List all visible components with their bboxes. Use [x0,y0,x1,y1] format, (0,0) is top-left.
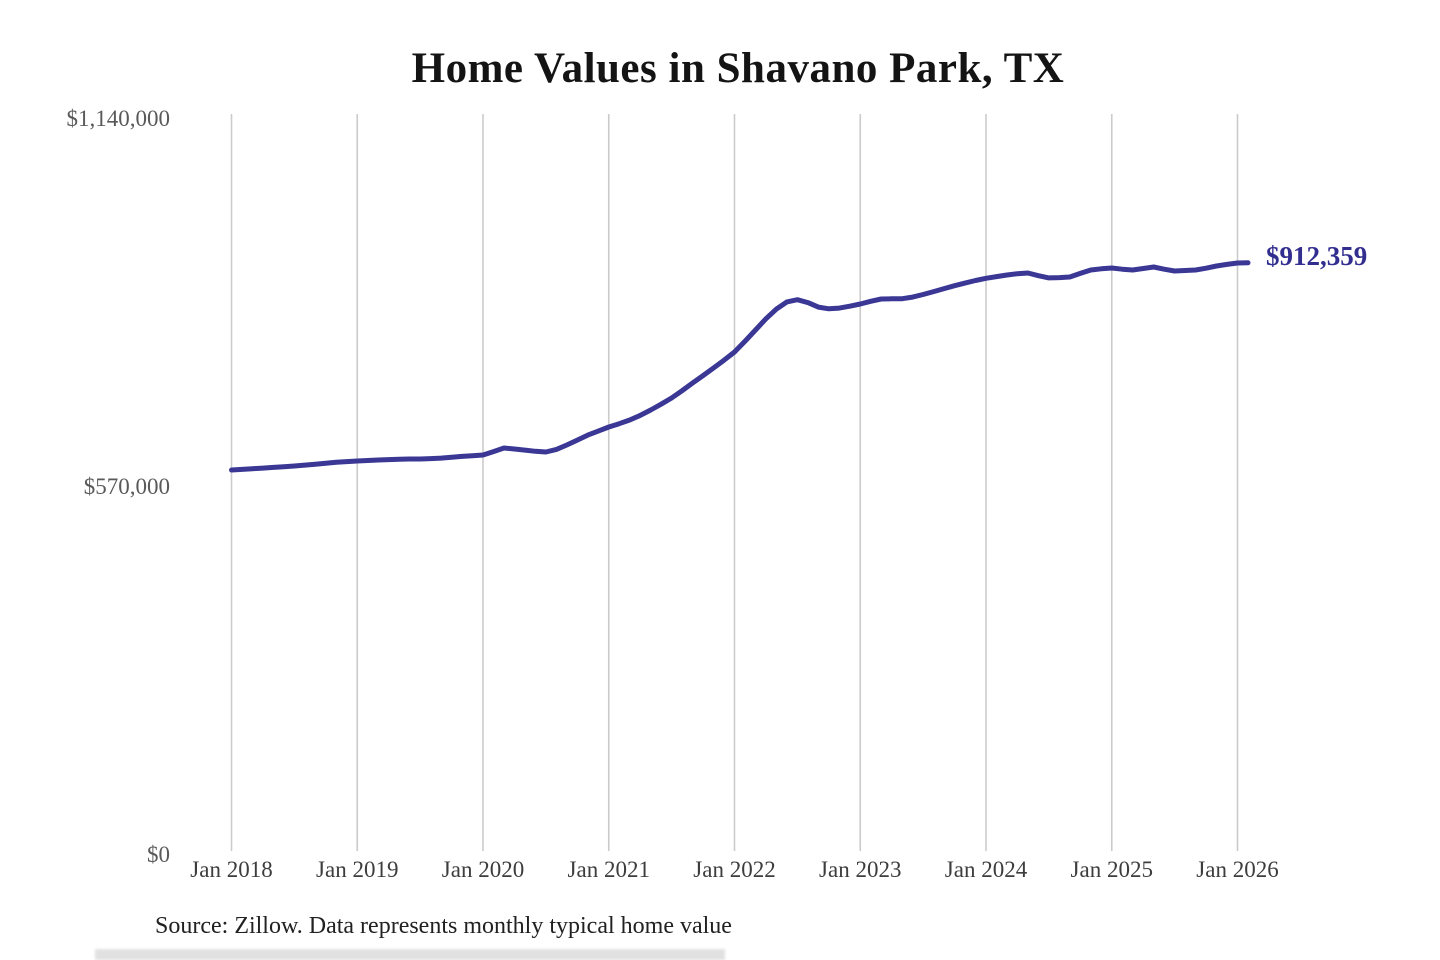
x-axis-label: Jan 2019 [316,857,399,882]
x-axis-label: Jan 2024 [944,857,1028,882]
chart-title: Home Values in Shavano Park, TX [411,45,1065,92]
y-axis-label-mid: $570,000 [83,474,170,499]
cutoff-text-artifact [95,949,725,960]
y-axis-label-zero: $0 [147,842,170,867]
source-note: Source: Zillow. Data represents monthly … [155,913,732,939]
gridlines [230,114,1239,851]
x-axis-label: Jan 2021 [567,857,650,882]
x-axis-label: Jan 2025 [1070,857,1153,882]
x-axis-label: Jan 2022 [693,857,776,882]
latest-value-label: $912,359 [1266,241,1368,271]
x-axis-label: Jan 2026 [1196,857,1279,882]
x-axis-label: Jan 2023 [819,857,902,882]
x-axis-label: Jan 2020 [441,857,525,882]
x-axis-label: Jan 2018 [190,857,273,882]
home-value-line [229,260,1251,473]
y-axis-label-max: $1,140,000 [66,106,171,131]
